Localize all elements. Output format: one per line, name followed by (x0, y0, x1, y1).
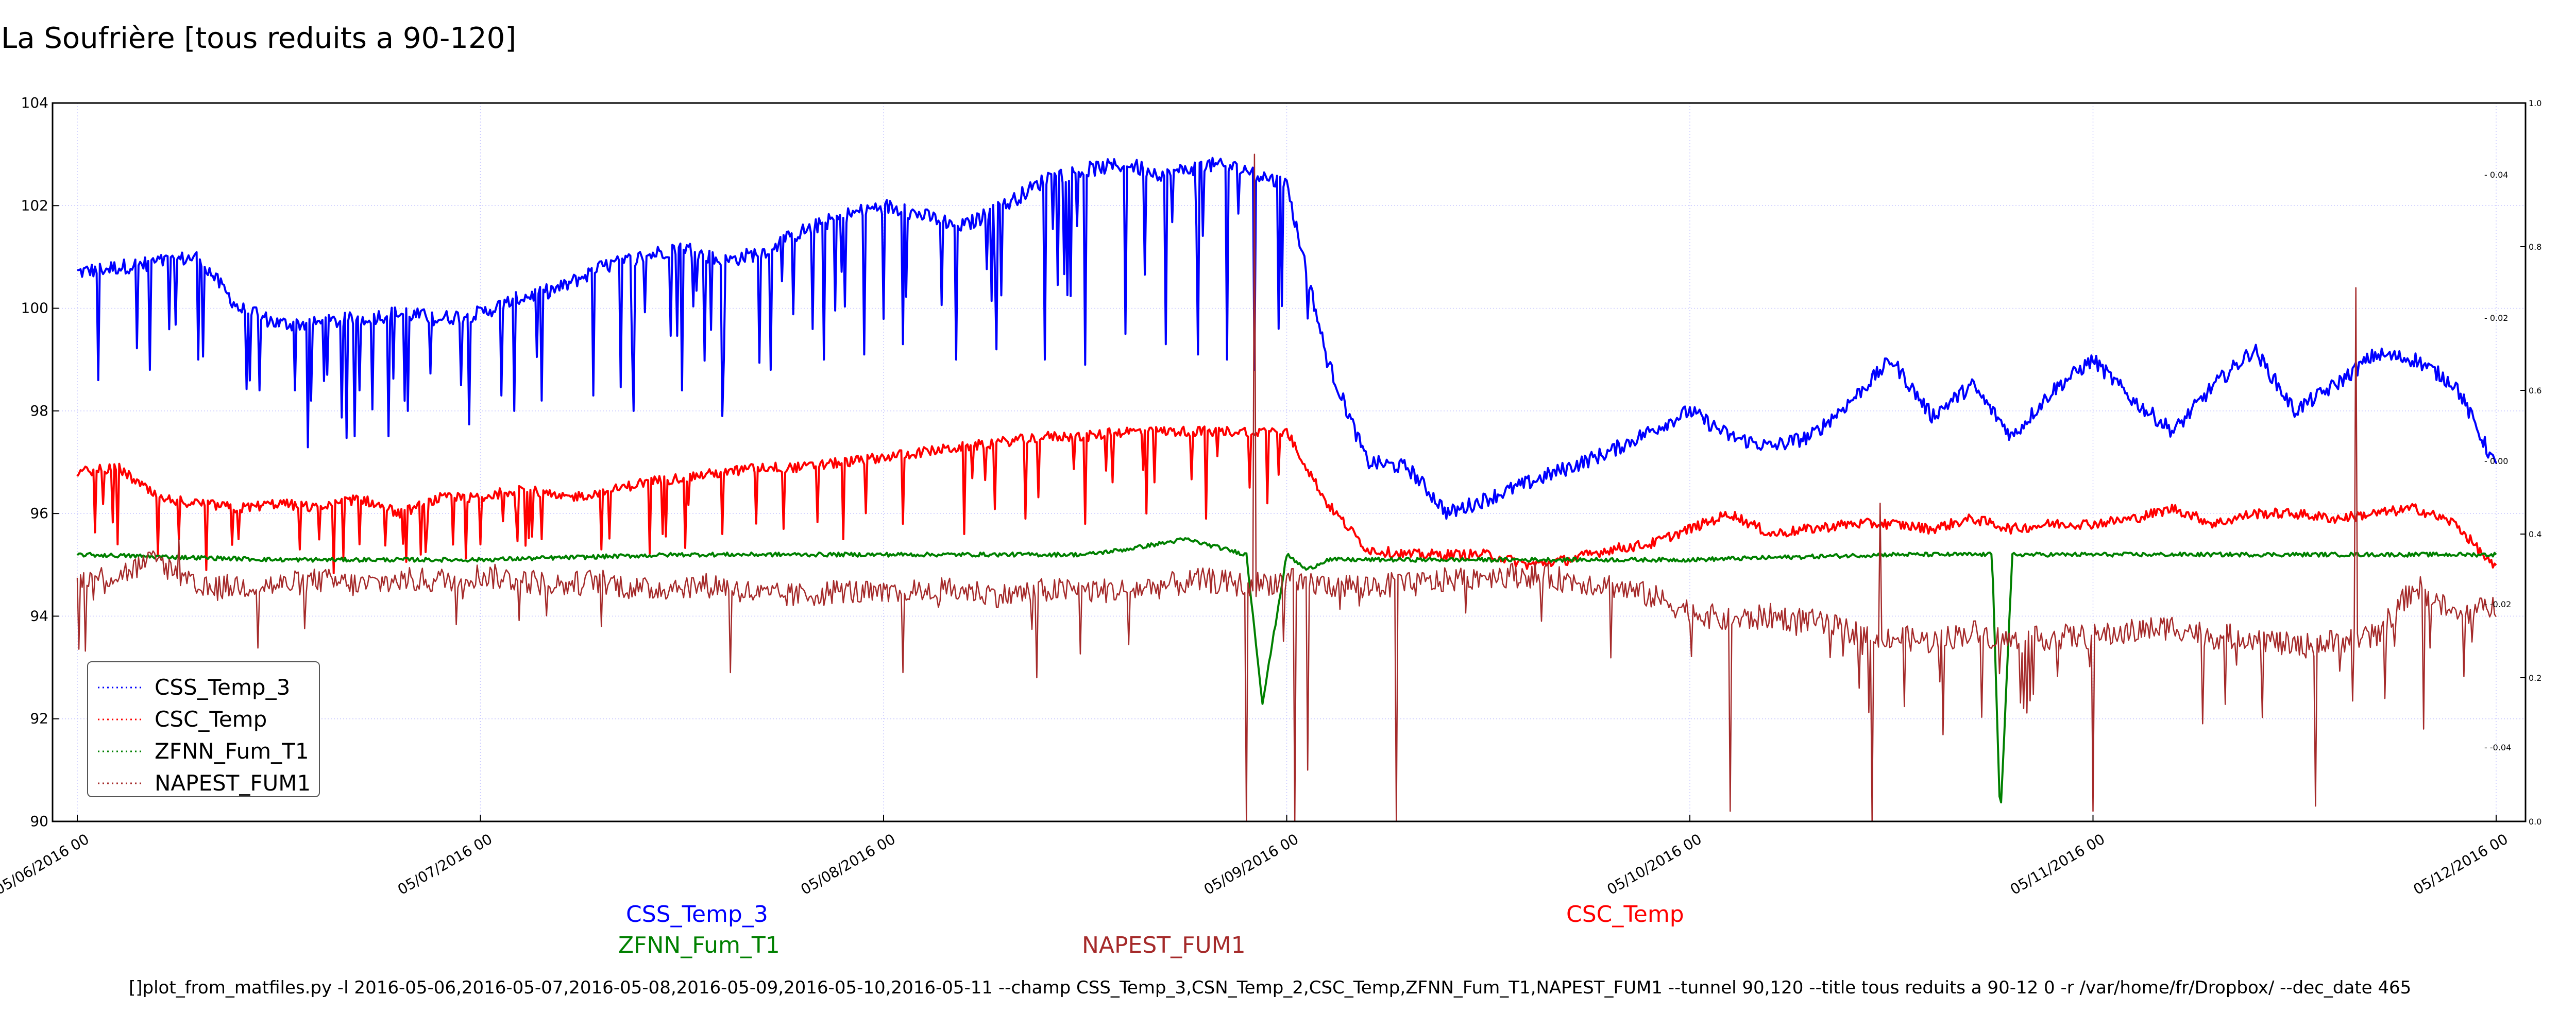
x-tick-label: 05/11/2016 00 (2007, 830, 2108, 898)
series-layer (76, 153, 2497, 822)
series-line-napest-fum1 (76, 153, 2497, 822)
series-line-css-temp-3 (77, 157, 2497, 520)
legend-label: ZFNN_Fum_T1 (155, 739, 309, 764)
right-tick-label: 1.0 (2529, 98, 2541, 108)
axes-layer: 90 92 94 96 98 100 102 104 05/06/2016 00 05/07/20… (0, 94, 2541, 898)
y-tick-label: 100 (21, 300, 48, 317)
x-tick-label: 05/12/2016 00 (2411, 830, 2511, 898)
legend-label: CSC_Temp (155, 707, 267, 732)
legend-label: NAPEST_FUM1 (155, 770, 311, 796)
y-tick-label: 104 (21, 94, 48, 111)
inner-tick-label: - -0.02 (2484, 599, 2511, 609)
label-css-temp-3: CSS_Temp_3 (626, 901, 768, 928)
legend-box (87, 661, 320, 797)
y-tick-label: 90 (30, 813, 48, 830)
command-line: []plot_from_matfiles.py -l 2016-05-06,20… (129, 977, 2412, 998)
series-line-csc-temp (76, 425, 2497, 574)
y-tick-label: 94 (30, 607, 48, 624)
right-tick-label: 0.0 (2529, 817, 2541, 827)
x-tick-label: 05/08/2016 00 (798, 830, 899, 898)
right-tick-label: 0.2 (2529, 673, 2541, 683)
inner-tick-label: - 0.02 (2484, 313, 2508, 323)
x-tick-label: 05/07/2016 00 (395, 830, 495, 898)
x-tick-label: 05/10/2016 00 (1604, 830, 1705, 898)
x-tick-label: 05/09/2016 00 (1201, 830, 1301, 898)
y-tick-label: 92 (30, 710, 48, 727)
right-tick-label: 0.4 (2529, 529, 2541, 539)
plot-frame (52, 102, 2527, 822)
legend: CSS_Temp_3 CSC_Temp ZFNN_Fum_T1 NAPEST_FUM1 (87, 661, 320, 797)
inner-tick-label: - 0.00 (2484, 456, 2508, 466)
label-napest-fum1: NAPEST_FUM1 (1082, 932, 1246, 958)
grid-lines (53, 102, 2526, 822)
chart-title: La Soufrière [tous reduits a 90-120] (1, 22, 517, 55)
y-tick-label: 98 (30, 402, 48, 419)
label-zfnn-fum-t1: ZFNN_Fum_T1 (618, 932, 780, 958)
x-tick-label: 05/06/2016 00 (0, 830, 92, 898)
right-tick-label: 0.6 (2529, 386, 2541, 396)
y-tick-label: 96 (30, 505, 48, 522)
series-line-zfnn-fum-t1 (76, 537, 2497, 803)
y-tick-label: 102 (21, 197, 48, 214)
right-tick-label: 0.8 (2529, 242, 2541, 252)
inner-tick-label: - -0.04 (2484, 743, 2511, 752)
legend-label: CSS_Temp_3 (155, 675, 290, 700)
inner-tick-label: - 0.04 (2484, 170, 2508, 180)
label-csc-temp: CSC_Temp (1566, 901, 1684, 928)
